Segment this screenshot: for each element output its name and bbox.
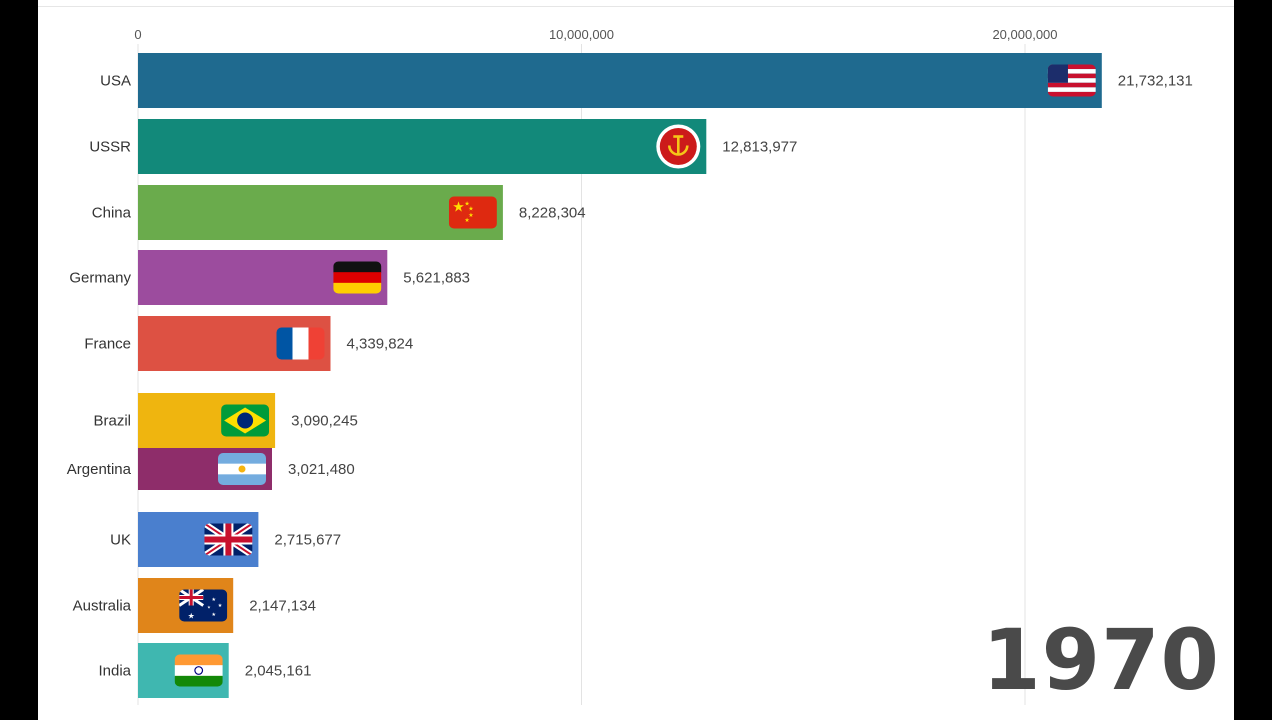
svg-text:★: ★ xyxy=(468,206,473,213)
brazil-flag-icon xyxy=(221,404,270,437)
x-tick-label: 0 xyxy=(134,27,141,42)
category-label: UK xyxy=(110,532,131,549)
svg-text:★: ★ xyxy=(212,612,217,618)
value-label: 2,715,677 xyxy=(274,532,341,549)
svg-text:★: ★ xyxy=(212,597,217,603)
category-label: India xyxy=(98,663,131,680)
value-label: 2,147,134 xyxy=(249,598,316,615)
svg-text:★: ★ xyxy=(452,199,465,215)
value-label: 12,813,977 xyxy=(722,139,797,156)
x-tick-label: 10,000,000 xyxy=(549,27,614,42)
bars: USA 21,732,131 USSR 12,813,977 China 8,228,30… xyxy=(67,53,1193,698)
category-label: Australia xyxy=(73,598,132,615)
svg-text:★: ★ xyxy=(464,217,469,224)
svg-text:★: ★ xyxy=(207,604,211,609)
bar-china xyxy=(138,185,503,240)
category-label: China xyxy=(92,205,132,222)
category-label: Germany xyxy=(69,270,131,287)
year-label: 1970 xyxy=(982,611,1220,709)
bar-usa xyxy=(138,53,1102,108)
category-label: USA xyxy=(100,73,131,90)
france-flag-icon xyxy=(276,327,325,360)
svg-text:★: ★ xyxy=(188,611,195,620)
svg-text:★: ★ xyxy=(468,212,473,219)
value-label: 3,021,480 xyxy=(288,461,355,478)
china-flag-icon: ★ ★★★★ xyxy=(448,196,497,229)
usa-flag-icon xyxy=(1047,64,1096,97)
category-label: France xyxy=(84,336,131,353)
ussr-emblem-icon xyxy=(656,124,701,169)
australia-flag-icon: ★★★★★ xyxy=(179,589,228,622)
category-label: USSR xyxy=(89,139,131,156)
top-border xyxy=(38,6,1234,7)
india-flag-icon xyxy=(174,654,223,687)
value-label: 4,339,824 xyxy=(347,336,414,353)
value-label: 8,228,304 xyxy=(519,205,586,222)
x-tick-label: 20,000,000 xyxy=(992,27,1057,42)
category-label: Argentina xyxy=(67,461,132,478)
svg-text:★: ★ xyxy=(464,201,469,208)
uk-flag-icon xyxy=(204,523,253,556)
category-label: Brazil xyxy=(93,413,131,430)
argentina-flag-icon xyxy=(218,453,266,485)
svg-text:★: ★ xyxy=(218,603,223,609)
bar-ussr xyxy=(138,119,707,174)
x-axis-ticks: 0 10,000,000 20,000,000 xyxy=(134,27,1057,42)
value-label: 21,732,131 xyxy=(1118,73,1193,90)
value-label: 3,090,245 xyxy=(291,413,358,430)
value-label: 5,621,883 xyxy=(403,270,470,287)
germany-flag-icon xyxy=(333,261,382,294)
value-label: 2,045,161 xyxy=(245,663,312,680)
